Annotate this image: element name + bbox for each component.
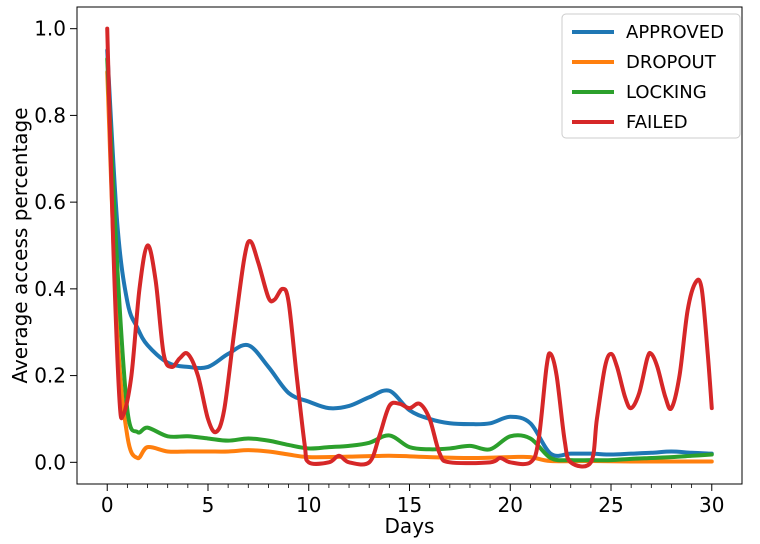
x-tick-label: 5 [202, 493, 215, 517]
x-tick-label: 25 [598, 493, 623, 517]
y-tick-label: 1.0 [34, 17, 66, 41]
x-tick-label: 20 [498, 493, 523, 517]
legend-box [561, 13, 741, 139]
y-tick-label: 0.4 [34, 277, 66, 301]
legend-label: LOCKING [626, 82, 707, 103]
y-tick-label: 0.0 [34, 450, 66, 474]
y-tick-label: 0.2 [34, 364, 66, 388]
legend-label: FAILED [626, 112, 688, 133]
x-tick-label: 15 [397, 493, 422, 517]
legend-label: APPROVED [626, 22, 724, 43]
y-axis: 0.0 0.2 0.4 0.6 0.8 1.0 [34, 17, 77, 474]
plot-frame [76, 6, 743, 485]
series-line-failed [105, 26, 714, 469]
x-axis-label: Days [385, 514, 435, 538]
x-tick-label: 30 [699, 493, 724, 517]
x-tick-label: 0 [101, 493, 114, 517]
y-axis-label: Average access percentage [8, 107, 32, 383]
x-tick-label: 10 [296, 493, 321, 517]
plot-series [105, 26, 714, 469]
series-line-dropout [105, 70, 714, 464]
legend: APPROVED DROPOUT LOCKING FAILED [561, 13, 741, 139]
legend-label: DROPOUT [626, 52, 717, 73]
y-tick-label: 0.6 [34, 190, 66, 214]
y-tick-label: 0.8 [34, 103, 66, 127]
x-axis: 0 5 10 15 20 25 30 [101, 484, 724, 517]
